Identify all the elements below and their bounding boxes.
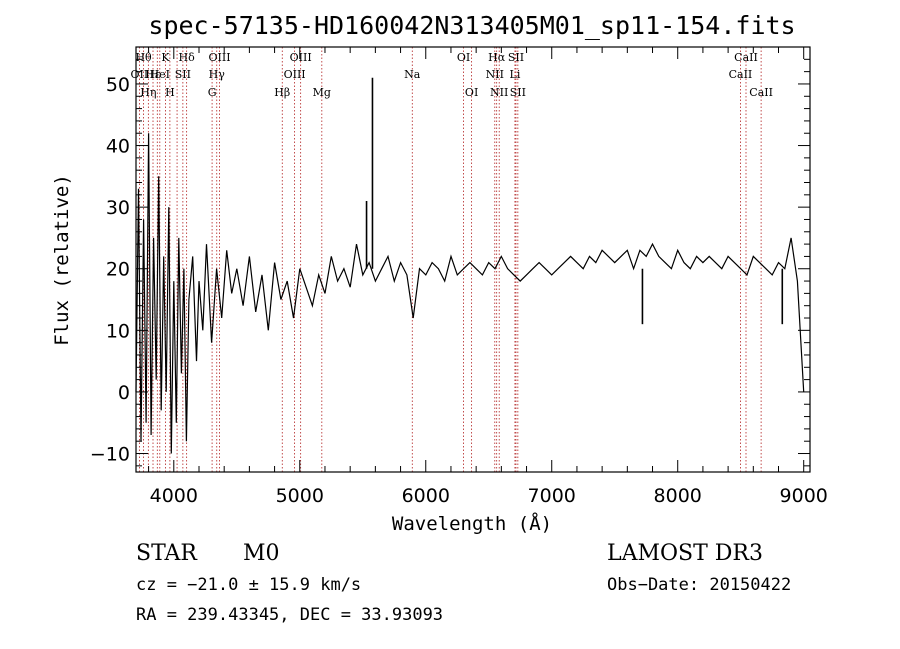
emission-line-labels: OIIHθHηHεHeIKHSIIHδGHγOIIIHβOIIIOIIIMgNa… (131, 51, 773, 99)
line-marker-label-14: Hβ (274, 86, 290, 99)
line-marker-label-13: OIII (208, 51, 230, 64)
line-marker-label-9: SII (175, 68, 191, 81)
y-axis-label: Flux (relative) (51, 174, 73, 346)
line-marker-label-19: OI (457, 51, 470, 64)
line-marker-label-16: OIII (290, 51, 312, 64)
line-marker-label-2: Hη (140, 86, 156, 99)
line-marker-label-20: OI (465, 86, 478, 99)
line-marker-label-1: Hθ (135, 51, 152, 64)
y-axis-ticks: −10 0 10 20 30 40 50 (90, 58, 810, 467)
observation-date: Obs−Date: 20150422 (607, 575, 791, 595)
coordinates: RA = 239.43345, DEC = 33.93093 (136, 605, 443, 625)
object-subclass: M0 (243, 541, 280, 566)
y-tick-label-6: 50 (106, 74, 130, 96)
spike-layer (365, 77, 784, 325)
x-tick-label-2: 6000 (402, 485, 450, 507)
y-tick-label-2: 10 (106, 320, 130, 342)
y-tick-label-5: 40 (106, 136, 130, 158)
object-class: STAR (136, 541, 198, 566)
line-marker-label-22: Hα (488, 51, 506, 64)
line-marker-label-25: SII (508, 51, 524, 64)
y-tick-label-1: 0 (118, 382, 130, 404)
y-tick-label-3: 20 (106, 259, 130, 281)
line-marker-label-15: OIII (284, 68, 306, 81)
x-tick-label-5: 9000 (780, 485, 828, 507)
plot-frame (135, 46, 811, 473)
x-axis-ticks: 4000 5000 6000 7000 8000 9000 (148, 47, 828, 507)
line-marker-label-23: NII (490, 86, 508, 99)
y-tick-label-4: 30 (106, 197, 130, 219)
line-marker-label-27: CaII (729, 68, 753, 81)
line-marker-label-3: Hε (145, 68, 161, 81)
chart-title: spec-57135-HD160042N313405M01_sp11-154.f… (148, 11, 795, 40)
line-marker-label-17: Mg (313, 86, 331, 99)
x-tick-label-3: 7000 (528, 485, 576, 507)
line-marker-label-26: SII (510, 86, 526, 99)
line-marker-label-29: CaII (749, 86, 773, 99)
line-marker-label-0: OII (131, 68, 149, 81)
redshift-cz: cz = −21.0 ± 15.9 km/s (136, 575, 361, 595)
line-marker-label-24: Li (510, 68, 521, 81)
x-tick-label-0: 4000 (150, 485, 198, 507)
line-marker-label-21: NII (486, 68, 504, 81)
line-marker-label-6: K (161, 51, 170, 64)
x-tick-label-1: 5000 (276, 485, 324, 507)
line-marker-label-10: Hδ (179, 51, 196, 64)
line-marker-label-18: Na (404, 68, 421, 81)
spectrum-series-line (135, 133, 805, 454)
x-tick-label-4: 8000 (654, 485, 702, 507)
line-marker-label-28: CaII (734, 51, 758, 64)
line-marker-label-11: G (208, 86, 217, 99)
survey-name: LAMOST DR3 (607, 541, 763, 566)
spectrum-layer (135, 133, 805, 454)
line-marker-label-5: HeI (150, 68, 170, 81)
x-axis-label: Wavelength (Å) (392, 512, 552, 535)
emission-line-markers (139, 47, 762, 472)
y-tick-label-0: −10 (90, 444, 130, 466)
line-marker-label-12: Hγ (209, 68, 226, 81)
line-marker-label-7: H (165, 86, 175, 99)
